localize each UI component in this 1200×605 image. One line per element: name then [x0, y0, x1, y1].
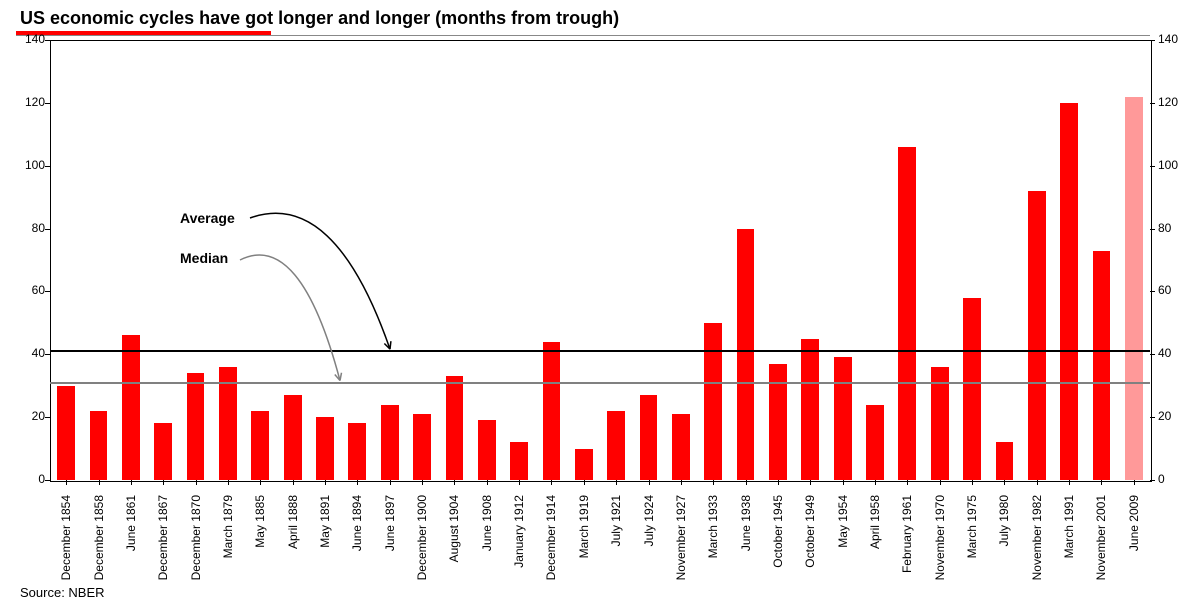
source-caption: Source: NBER	[20, 585, 105, 600]
chart-container: US economic cycles have got longer and l…	[0, 0, 1200, 605]
median-arrow	[0, 0, 1200, 605]
